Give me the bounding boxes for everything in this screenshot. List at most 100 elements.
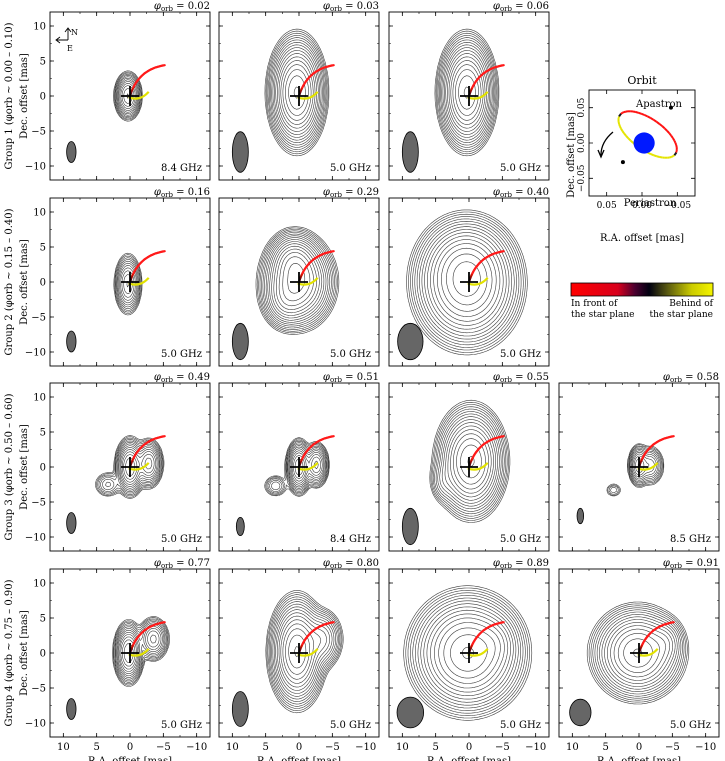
contour-level xyxy=(455,69,479,116)
core-position-cross xyxy=(460,86,478,106)
contour-level xyxy=(270,598,339,705)
panel-0.02: 10 5 0 −5 −10 φorb = 0.02 8.4 GHz NE xyxy=(25,1,211,181)
beam-ellipse xyxy=(397,322,424,361)
contour-level xyxy=(453,433,489,490)
orbit-ellipse-segment xyxy=(618,123,621,127)
contour-level xyxy=(276,248,317,310)
frequency-label: 5.0 GHz xyxy=(330,720,371,731)
panel-0.16: 10 5 0 −5 −10 φorb = 0.16 5.0 GHz xyxy=(25,187,211,367)
contour-level xyxy=(115,255,142,313)
y-tick-label: 10 xyxy=(33,579,46,590)
contour-level xyxy=(265,237,329,323)
contour-level xyxy=(407,590,528,716)
contour-level xyxy=(120,449,157,485)
contour-level xyxy=(439,416,500,507)
contour-level xyxy=(429,399,511,523)
contour-level xyxy=(424,229,510,334)
core-position-cross xyxy=(290,86,308,106)
orbit-ellipse-segment xyxy=(663,127,668,132)
contour-level xyxy=(118,445,159,489)
y-tick-label: 5 xyxy=(40,428,46,439)
x-tick-label: 10 xyxy=(396,742,409,753)
contour-level xyxy=(123,454,153,480)
y-tick-label: −10 xyxy=(25,719,46,730)
contour-level xyxy=(432,406,507,517)
contour-level xyxy=(607,622,673,684)
frequency-label: 5.0 GHz xyxy=(670,720,711,731)
panel-0.80: 10 5 0 −5 −10 R.A. offset [mas] φorb = 0.80 5.0… xyxy=(218,558,380,761)
frequency-label: 5.0 GHz xyxy=(330,163,371,174)
frequency-label: 5.0 GHz xyxy=(500,720,541,731)
x-tick-label: −5 xyxy=(156,742,171,753)
contour-level xyxy=(623,638,653,668)
orbit-ellipse-segment xyxy=(674,142,678,146)
panel-0.58: φorb = 0.58 8.5 GHz xyxy=(558,372,720,552)
contour-level xyxy=(608,445,663,495)
orbit-ellipse-segment xyxy=(632,110,636,113)
contour-level xyxy=(445,50,489,135)
contour-level xyxy=(115,75,141,117)
orbit-ellipse-segment xyxy=(638,111,642,115)
phase-title: φorb = 0.58 xyxy=(663,372,719,384)
contour-level xyxy=(444,47,490,138)
contour-level xyxy=(266,439,329,495)
contour-level xyxy=(278,252,314,307)
contour-level xyxy=(114,72,142,120)
contour-level xyxy=(120,83,136,109)
orbit-ellipse-segment xyxy=(650,153,655,157)
orbit-ellipse-segment xyxy=(620,128,624,132)
beam-ellipse xyxy=(401,507,419,546)
x-tick-label: −10 xyxy=(525,742,546,753)
orbit-ellipse-segment xyxy=(670,135,674,139)
orbit-ellipse-segment xyxy=(670,155,674,158)
panel-0.51: φorb = 0.51 8.4 GHz xyxy=(218,372,380,552)
contour-level xyxy=(436,32,498,153)
contour-level xyxy=(116,76,140,116)
contour-level xyxy=(119,81,137,111)
contour-level xyxy=(113,618,168,685)
orbit-ellipse-segment xyxy=(653,118,658,123)
orbit-ellipse-segment xyxy=(635,111,639,114)
contour-level xyxy=(441,419,498,504)
contour-level xyxy=(446,253,488,306)
orbit-ellipse-segment xyxy=(627,137,632,142)
x-axis-label: R.A. offset [mas] xyxy=(427,756,511,761)
phase-title: φorb = 0.29 xyxy=(323,187,379,199)
contour-level xyxy=(117,77,139,115)
contour-level xyxy=(410,592,526,714)
contour-level xyxy=(282,64,312,121)
x-tick-label: 0 xyxy=(127,742,133,753)
orbit-xlabel: R.A. offset [mas] xyxy=(600,233,684,244)
contour-level xyxy=(272,603,336,700)
contour-level xyxy=(417,600,519,706)
periastron-dot xyxy=(620,160,625,165)
contour-level xyxy=(613,628,666,678)
orbit-ellipse-segment xyxy=(617,121,621,125)
contour-level xyxy=(261,232,334,329)
contour-level xyxy=(273,606,335,697)
panel-0.77: 10 5 0 −5 −10 10 5 0 −5 −10 R.A. offset [mas] φorb … xyxy=(25,558,211,761)
orbit-direction-arrowhead xyxy=(597,149,605,159)
ylabel-row-2: Dec. offset [mas] xyxy=(19,239,30,325)
y-tick-label: −5 xyxy=(31,127,46,138)
orbit-ellipse-segment xyxy=(673,140,677,144)
contour-level xyxy=(120,267,136,301)
frequency-label: 8.4 GHz xyxy=(330,534,371,545)
panel-0.40: φorb = 0.40 5.0 GHz xyxy=(388,187,550,367)
y-tick-label: −5 xyxy=(31,313,46,324)
contour-level xyxy=(116,624,165,678)
y-tick-label: −10 xyxy=(25,348,46,359)
orbit-ellipse-segment xyxy=(650,117,655,121)
contour-level xyxy=(113,252,143,316)
x-tick-label: 5 xyxy=(262,742,268,753)
contour-level xyxy=(290,450,323,484)
orbit-plot: 0.05 0.00 −0.05 0.05 0.00 −0.05 xyxy=(577,89,696,211)
x-tick-label: −5 xyxy=(495,742,510,753)
frequency-label: 5.0 GHz xyxy=(161,349,202,360)
contour-level xyxy=(594,609,683,697)
contour-level xyxy=(419,223,515,340)
contour-level xyxy=(272,44,322,141)
orbit-ellipse-segment xyxy=(674,152,678,155)
frequency-label: 8.4 GHz xyxy=(161,163,202,174)
contour-level xyxy=(119,265,137,304)
